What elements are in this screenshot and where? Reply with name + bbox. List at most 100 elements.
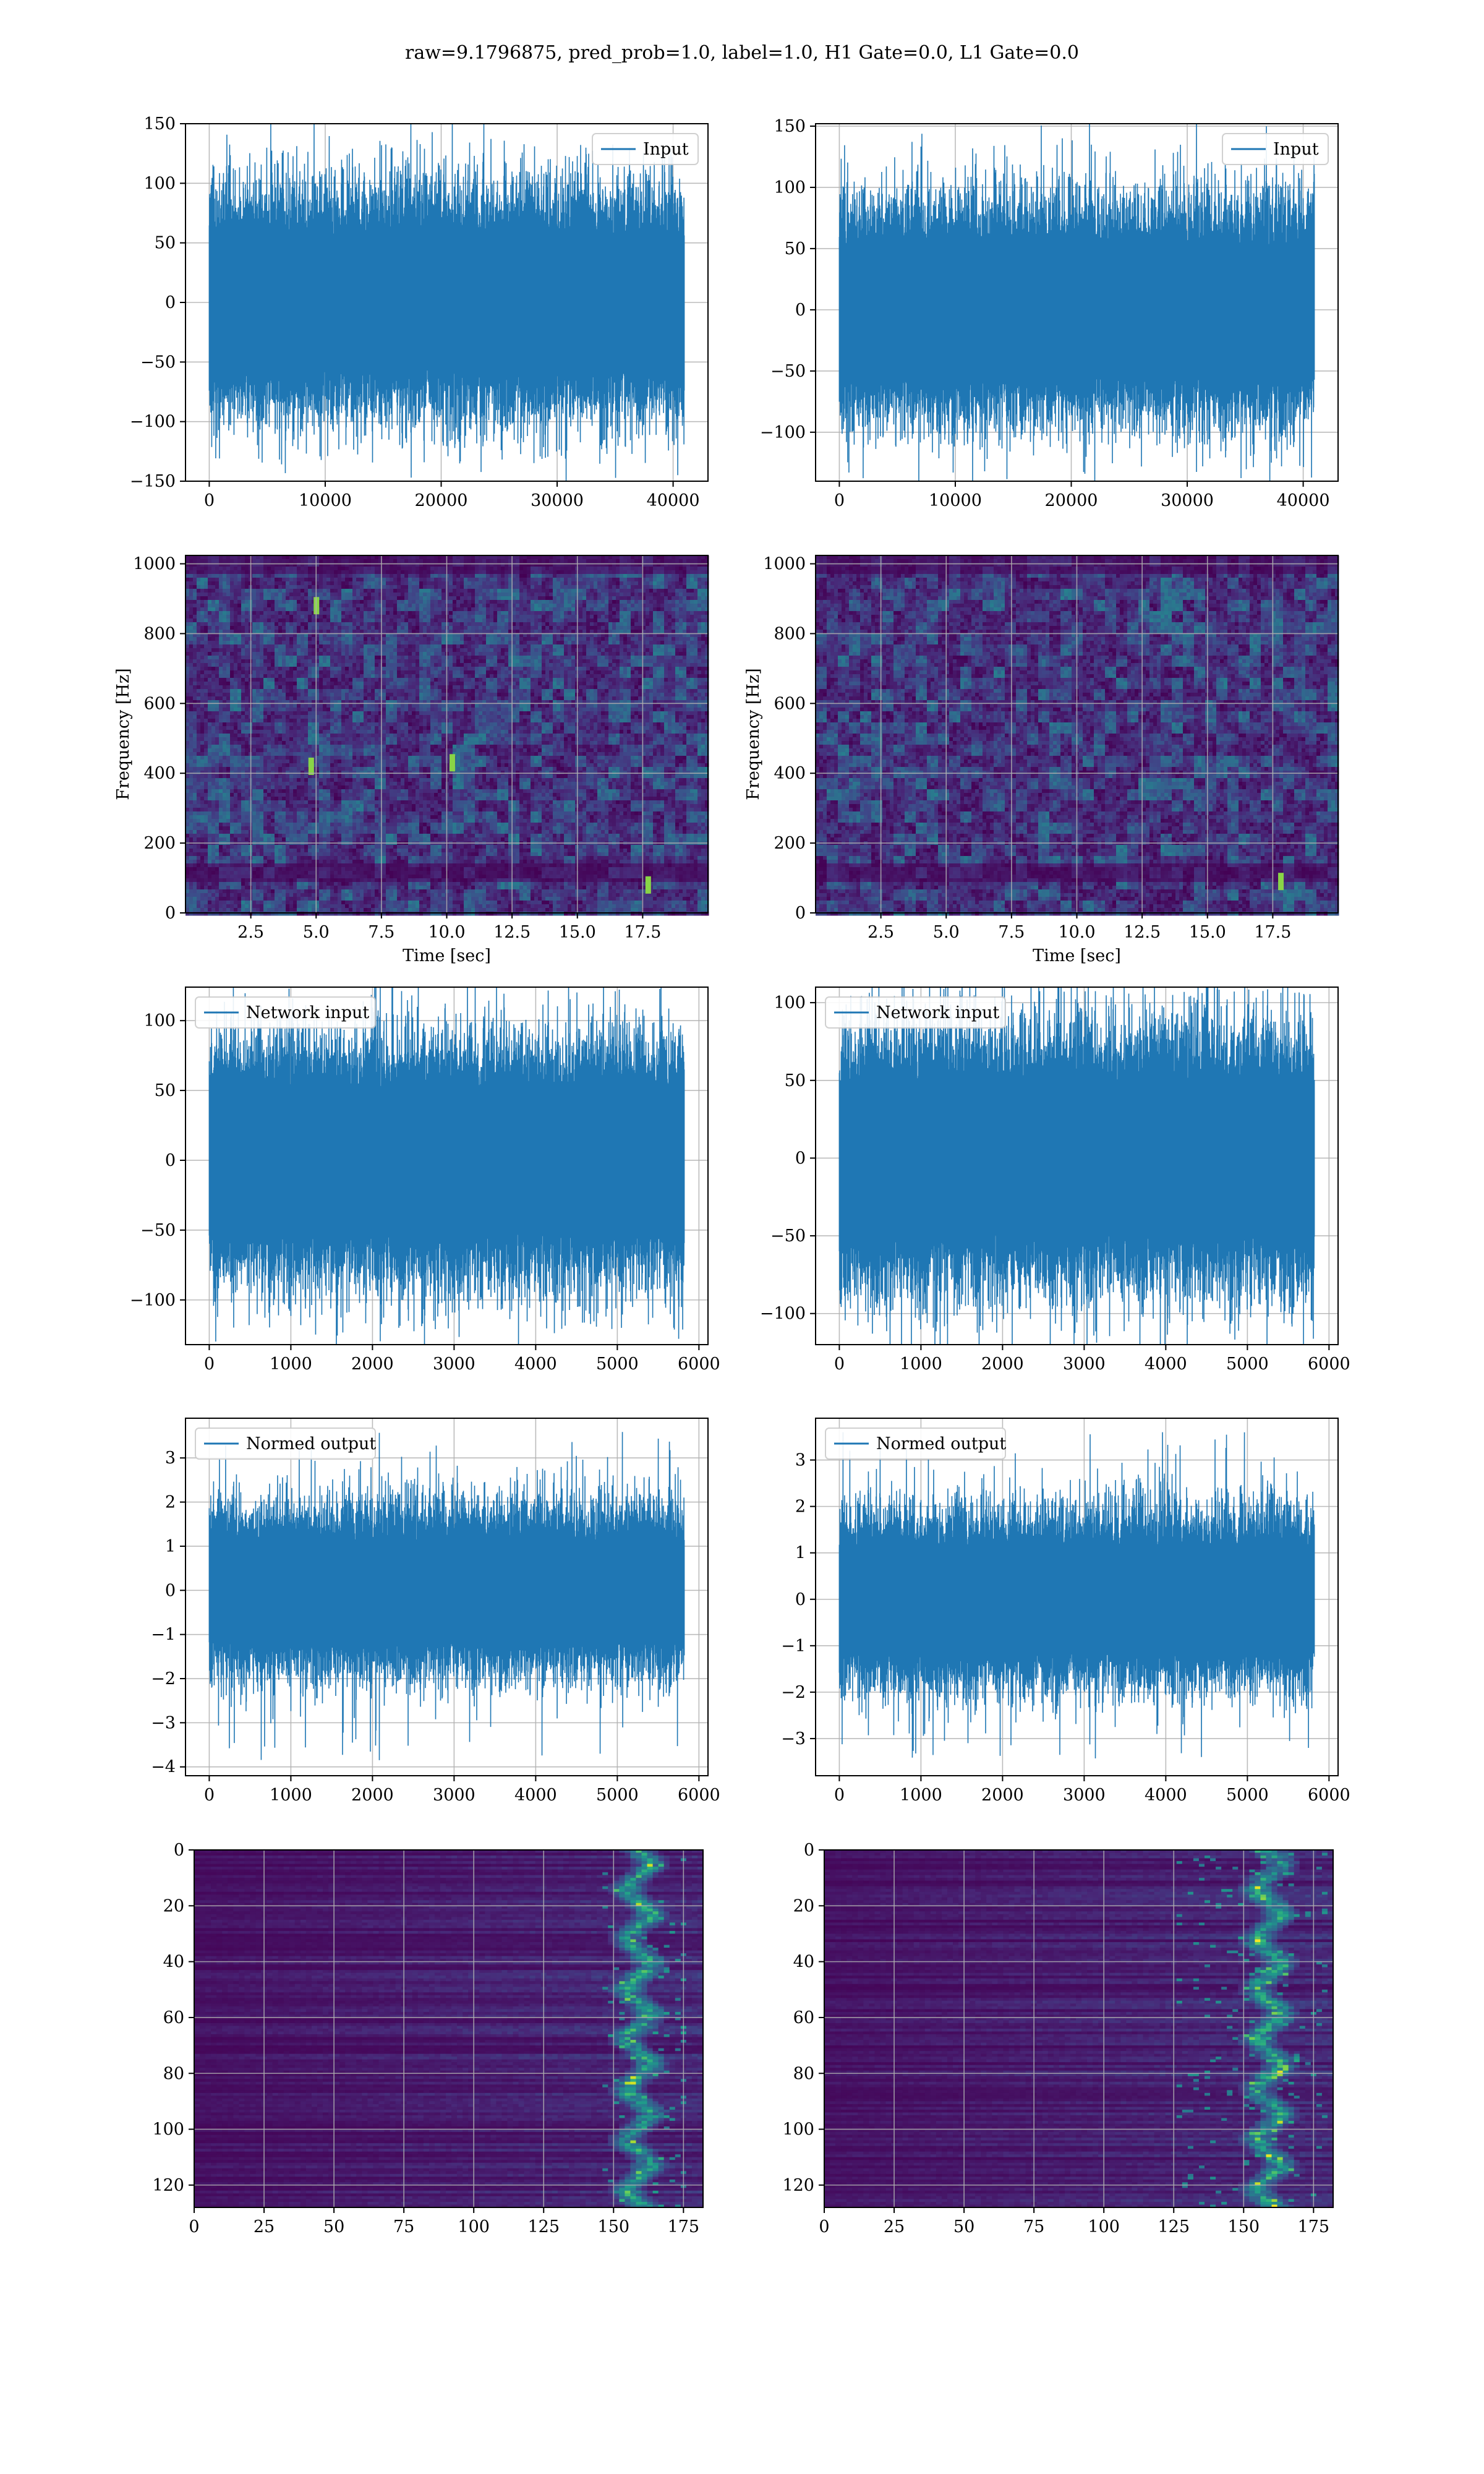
x-axis-label: Time [sec] <box>403 946 491 965</box>
legend: Normed output <box>825 1428 1006 1459</box>
y-tick-label: 0 <box>165 1151 176 1170</box>
y-tick-label: 60 <box>793 2008 814 2027</box>
y-tick-label: 80 <box>793 2064 814 2083</box>
y-tick-label: 2 <box>795 1497 806 1517</box>
y-tick-label: 100 <box>774 178 806 197</box>
panel-input-l1: 0 10000 20000 30000 40000 −100 −50 0 50 100 150 Inp… <box>760 109 1338 511</box>
y-tick-label: 1000 <box>133 555 176 574</box>
x-tick-label: 5.0 <box>933 923 960 942</box>
legend-label: Input <box>643 140 689 159</box>
spectrogram-hotspot <box>450 754 455 771</box>
y-tick-label: 3 <box>165 1449 176 1468</box>
x-tick-label: 10000 <box>929 491 982 510</box>
x-tick-label: 1000 <box>270 1355 312 1374</box>
x-tick-label: 2.5 <box>868 923 894 942</box>
y-tick-label: 0 <box>795 904 806 923</box>
x-tick-label: 100 <box>1088 2217 1120 2236</box>
y-tick-label: 200 <box>774 834 806 853</box>
spectrogram-hotspot <box>646 876 651 894</box>
y-tick-label: −3 <box>781 1729 806 1748</box>
y-tick-label: −2 <box>151 1669 176 1689</box>
x-tick-label: 0 <box>204 1786 215 1805</box>
y-tick-label: 3 <box>795 1451 806 1470</box>
y-tick-label: 600 <box>143 694 176 713</box>
x-tick-label: 5000 <box>596 1355 639 1374</box>
legend-label: Network input <box>876 1003 999 1022</box>
y-tick-label: 60 <box>163 2008 184 2027</box>
y-tick-label: 0 <box>795 301 806 320</box>
y-tick-label: 100 <box>152 2120 184 2139</box>
x-tick-label: 5000 <box>1226 1786 1269 1805</box>
x-tick-label: 0 <box>204 1355 215 1374</box>
legend: Input <box>1222 134 1328 165</box>
y-tick-label: 150 <box>774 117 806 136</box>
y-tick-label: 50 <box>785 1071 806 1090</box>
x-tick-label: 6000 <box>678 1355 720 1374</box>
y-tick-label: 400 <box>774 764 806 783</box>
y-tick-label: −1 <box>781 1637 806 1656</box>
spectrogram-hotspot <box>1278 873 1284 890</box>
x-tick-label: 6000 <box>678 1786 720 1805</box>
y-tick-label: 0 <box>165 293 176 312</box>
y-tick-label: 20 <box>793 1896 814 1915</box>
x-tick-label: 150 <box>1228 2217 1260 2236</box>
x-axis-label: Time [sec] <box>1033 946 1121 965</box>
feature-map-image <box>824 1850 1334 2208</box>
x-tick-label: 10.0 <box>1058 923 1095 942</box>
y-tick-label: 100 <box>782 2120 814 2139</box>
y-tick-label: −150 <box>130 472 176 491</box>
x-tick-label: 125 <box>527 2217 560 2236</box>
legend-label: Normed output <box>246 1434 376 1453</box>
x-tick-label: 12.5 <box>1124 923 1161 942</box>
y-tick-label: 1 <box>795 1544 806 1563</box>
x-tick-label: 150 <box>598 2217 630 2236</box>
y-tick-label: −3 <box>151 1713 176 1732</box>
x-tick-label: 15.0 <box>559 923 596 942</box>
legend-label: Normed output <box>876 1434 1006 1453</box>
x-tick-label: 5.0 <box>303 923 330 942</box>
y-tick-label: 100 <box>143 1011 176 1030</box>
x-tick-label: 7.5 <box>998 923 1025 942</box>
y-tick-label: 0 <box>795 1590 806 1609</box>
x-tick-label: 2.5 <box>237 923 264 942</box>
x-tick-label: 0 <box>834 1355 845 1374</box>
x-tick-label: 20000 <box>1045 491 1098 510</box>
panel-normed-output-h1: 0 1000 2000 3000 4000 5000 6000−4−3−2−10123Nor… <box>151 1418 720 1805</box>
x-tick-label: 17.5 <box>1254 923 1291 942</box>
panel-spectrogram-h1: 2.5 5.0 7.5 10.0 12.5 15.0 17.5020040060080010… <box>114 555 709 965</box>
x-tick-label: 17.5 <box>624 923 661 942</box>
x-tick-label: 125 <box>1158 2217 1190 2236</box>
x-tick-label: 75 <box>393 2217 414 2236</box>
y-tick-label: −50 <box>140 1221 176 1240</box>
x-tick-label: 30000 <box>1161 491 1214 510</box>
x-tick-label: 3000 <box>433 1355 475 1374</box>
x-tick-label: 40000 <box>1277 491 1330 510</box>
x-tick-label: 2000 <box>981 1786 1024 1805</box>
y-tick-label: 800 <box>774 624 806 643</box>
x-tick-label: 3000 <box>433 1786 475 1805</box>
y-tick-label: 0 <box>804 1841 814 1860</box>
legend: Network input <box>825 997 1005 1028</box>
x-tick-label: 0 <box>204 491 215 510</box>
x-tick-label: 50 <box>953 2217 974 2236</box>
x-tick-label: 0 <box>834 491 845 510</box>
x-tick-label: 2000 <box>351 1355 394 1374</box>
y-tick-label: 150 <box>143 114 176 134</box>
x-tick-label: 100 <box>458 2217 490 2236</box>
legend: Normed output <box>195 1428 376 1459</box>
x-tick-label: 6000 <box>1308 1355 1350 1374</box>
y-tick-label: −100 <box>760 1304 806 1324</box>
y-tick-label: 100 <box>143 174 176 193</box>
y-tick-label: −50 <box>770 362 806 381</box>
x-tick-label: 6000 <box>1308 1786 1350 1805</box>
x-tick-label: 15.0 <box>1189 923 1226 942</box>
y-axis-label: Frequency [Hz] <box>114 668 133 800</box>
y-tick-label: −100 <box>760 423 806 442</box>
y-tick-label: 50 <box>785 239 806 259</box>
y-tick-label: 2 <box>165 1493 176 1512</box>
x-tick-label: 50 <box>323 2217 344 2236</box>
y-tick-label: 50 <box>155 234 176 253</box>
x-tick-label: 3000 <box>1063 1355 1106 1374</box>
